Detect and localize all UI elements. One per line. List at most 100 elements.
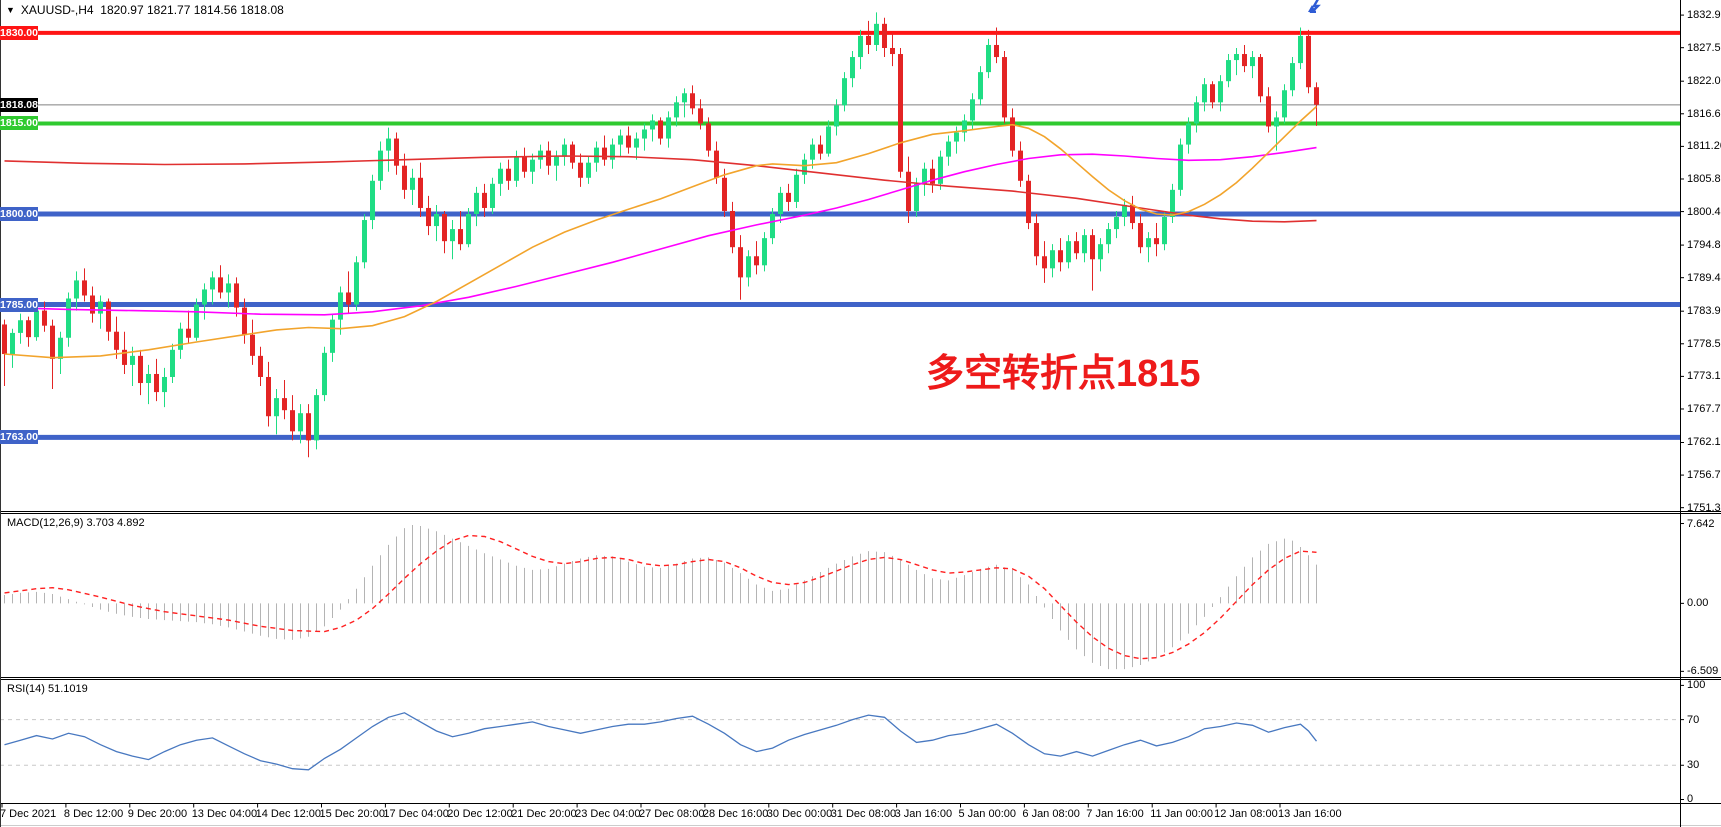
candle-body [42,310,47,326]
candle-body [1274,117,1279,127]
candle-body [170,349,175,377]
candle-body [1026,180,1031,224]
candle-body [1178,144,1183,190]
symbol-period-label: XAUUSD-,H4 [20,3,94,17]
candle-body [778,192,783,214]
symbol-dropdown-icon[interactable]: ▼ [6,5,15,15]
candle-body [1298,35,1303,64]
candle-body [1154,238,1159,245]
candle-body [10,332,15,355]
rsi-tick-label: 30 [1687,759,1700,772]
candle-body [578,162,583,178]
price-badge: 1763.00 [0,430,38,445]
ma-red [4,155,1317,223]
candle-body [530,159,535,172]
candle-body [338,292,343,320]
rsi-tick-label: 0 [1687,793,1694,806]
candle-body [642,129,647,139]
candle-body [626,135,631,148]
candle-body [250,334,255,356]
candle-body [458,229,463,245]
candle-body [666,117,671,139]
price-tick-label: 1778.50 [1687,337,1721,350]
date-label: 6 Jan 08:00 [1022,808,1080,820]
candle-body [554,156,559,166]
candle-body [146,373,151,384]
candle-body [106,301,111,332]
candle-body [722,177,727,211]
price-tick-label: 1827.55 [1687,41,1721,54]
candle-body [1114,217,1119,230]
candle-body [274,398,279,417]
candle-body [938,156,943,184]
date-label: 7 Jan 16:00 [1086,808,1144,820]
candle-body [1018,150,1023,181]
candle-body [74,280,79,299]
candle-body [514,156,519,181]
candle-body [850,57,855,79]
candle-body [986,44,991,73]
candle-body [746,256,751,278]
candle-body [186,328,191,338]
candle-body [394,138,399,166]
candle-body [970,99,975,121]
candle-body [770,213,775,239]
price-tick-label: 1751.35 [1687,501,1721,514]
candle-body [418,177,423,208]
candle-body [1218,81,1223,103]
ma-orange [4,105,1318,359]
candle-body [1202,84,1207,103]
candle-body [802,159,807,175]
candle-body [1194,102,1199,124]
candle-body [786,192,791,202]
candle-body [314,395,319,441]
candle-body [930,168,935,184]
candle-body [1082,235,1087,254]
annotation-text[interactable]: 多空转折点1815 [926,353,1201,395]
chart-title-bar: ▼ XAUUSD-,H4 1820.97 1821.77 1814.56 1818… [6,3,284,17]
candle-body [538,150,543,160]
candle-body [1050,250,1055,269]
candle-body [1186,123,1191,145]
candle-body [1146,238,1151,248]
candle-body [218,277,223,293]
candle-body [690,93,695,109]
candle-body [682,93,687,103]
candle-body [474,192,479,214]
date-label: 20 Dec 12:00 [447,808,513,820]
candle-body [762,238,767,266]
date-label: 3 Jan 16:00 [894,808,953,820]
candle-body [570,144,575,163]
candle-body [610,144,615,160]
date-label: 28 Dec 16:00 [702,808,769,820]
candle-body [1066,241,1071,263]
candle-body [898,54,903,172]
candle-body [602,147,607,160]
price-tick-label: 1789.45 [1687,271,1721,284]
candle-body [234,283,239,308]
date-label: 13 Jan 16:00 [1278,808,1342,820]
ohlc-values-label: 1820.97 1821.77 1814.56 1818.08 [100,3,284,17]
candle-body [978,72,983,100]
candle-body [1258,57,1263,97]
macd-indicator-label: MACD(12,26,9) 3.703 4.892 [7,517,145,529]
candle-body [738,247,743,278]
candle-body [322,352,327,396]
candle-body [1162,217,1167,245]
macd-tick-label: 0.00 [1687,597,1709,610]
candle-body [2,324,7,355]
candle-body [1130,204,1135,224]
candle-body [50,325,55,359]
candle-body [298,413,303,432]
candle-body [18,320,23,333]
price-tick-label: 1816.60 [1687,107,1721,120]
rsi-indicator-label: RSI(14) 51.1019 [7,683,88,695]
arrow-object-icon[interactable] [1306,0,1324,18]
price-tick-label: 1783.90 [1687,305,1721,318]
candle-body [1226,60,1231,82]
candle-body [874,23,879,45]
candle-body [346,292,351,305]
rsi-tick-label: 70 [1687,713,1700,726]
